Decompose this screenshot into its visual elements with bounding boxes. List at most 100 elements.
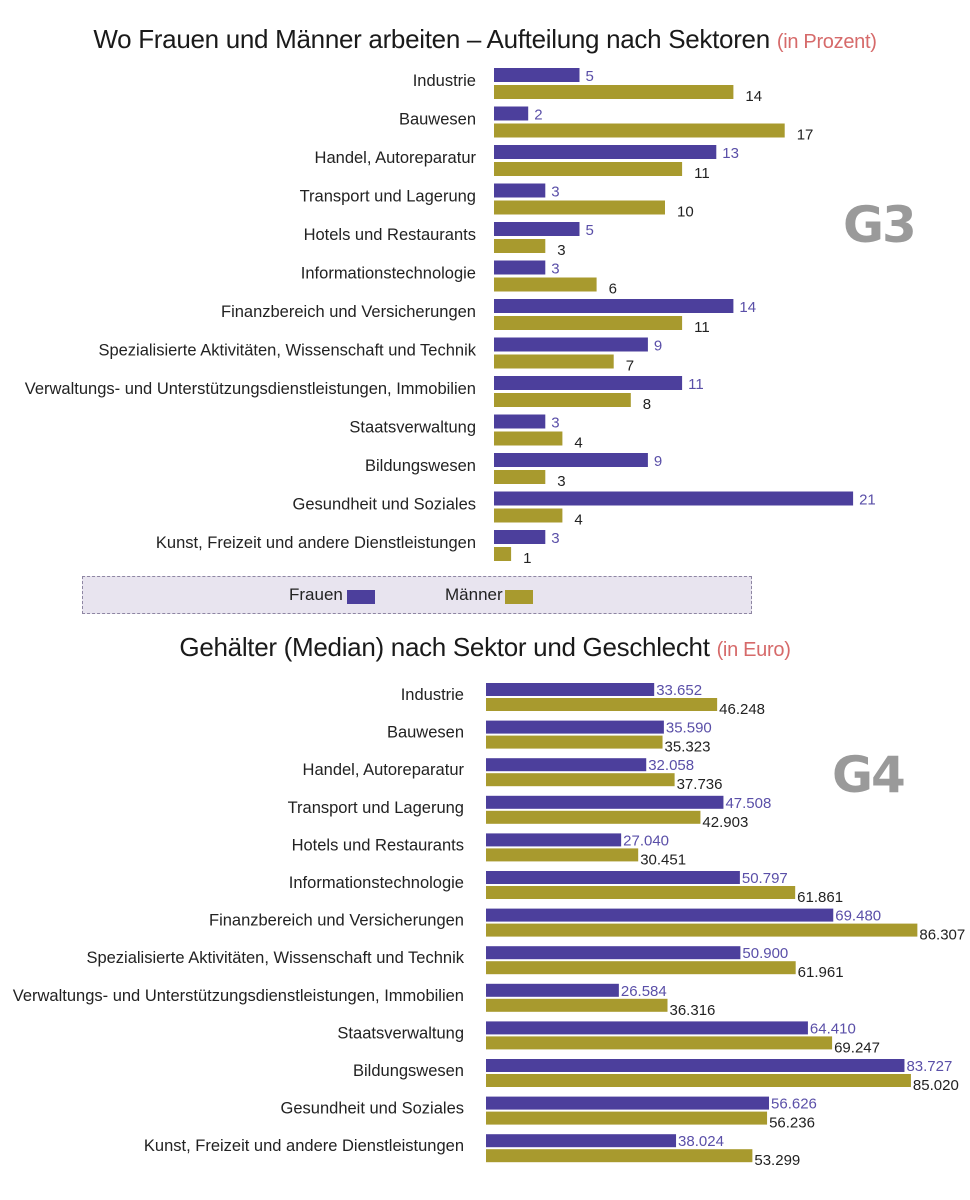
g4-bar-maenner	[486, 961, 796, 975]
g4-category-label: Bauwesen	[387, 724, 464, 742]
legend-frauen-swatch	[347, 590, 375, 604]
g4-value-maenner: 69.247	[834, 1039, 880, 1056]
g3-bar-maenner	[494, 431, 563, 446]
g3-value-frauen: 14	[739, 299, 756, 316]
g4-value-frauen: 33.652	[656, 682, 702, 699]
g4-bar-frauen	[486, 908, 834, 922]
g4-category-label: Bildungswesen	[353, 1062, 464, 1080]
g4-bar-maenner	[486, 923, 918, 937]
g4-bar-maenner	[486, 1036, 833, 1050]
g4-bar-maenner	[486, 698, 718, 711]
g3-value-maenner: 6	[609, 281, 617, 298]
g3-category-label: Bildungswesen	[365, 457, 476, 475]
g4-value-maenner: 85.020	[913, 1077, 959, 1094]
g4-value-frauen: 35.590	[666, 720, 712, 737]
g3-value-maenner: 3	[557, 473, 565, 490]
g4-bar-maenner	[486, 1074, 911, 1087]
g4-badge: G4	[832, 746, 906, 804]
g3-category-label: Informationstechnologie	[301, 265, 476, 283]
g3-value-maenner: 4	[574, 512, 582, 529]
g3-value-maenner: 8	[643, 396, 651, 413]
g4-value-frauen: 38.024	[678, 1133, 724, 1150]
g4-value-maenner: 61.961	[798, 964, 844, 981]
g3-value-maenner: 7	[626, 358, 634, 375]
g4-category-label: Gesundheit und Soziales	[281, 1100, 464, 1118]
legend-frauen-label: Frauen	[289, 585, 343, 604]
g4-bar-frauen	[486, 833, 622, 847]
g3-value-frauen: 3	[551, 415, 559, 432]
g4-value-frauen: 64.410	[810, 1020, 856, 1037]
g4-bar-frauen	[486, 1134, 677, 1148]
g3-category-label: Verwaltungs- und Unterstützungsdienstlei…	[25, 380, 476, 398]
g4-bar-maenner	[486, 886, 796, 899]
g4-value-maenner: 61.861	[797, 889, 843, 906]
g4-bar-frauen	[486, 983, 619, 997]
g4-bar-frauen	[486, 871, 740, 884]
g4-bar-frauen	[486, 683, 655, 696]
g3-value-frauen: 9	[654, 453, 662, 470]
g3-bar-maenner	[494, 393, 631, 407]
g4-title-text: Gehälter (Median) nach Sektor und Geschl…	[179, 632, 710, 662]
g3-value-maenner: 11	[694, 165, 710, 182]
g4-value-frauen: 27.040	[623, 832, 669, 849]
g3-category-label: Gesundheit und Soziales	[293, 496, 476, 514]
g3-badge: G3	[843, 196, 917, 254]
g4-value-frauen: 32.058	[648, 757, 694, 774]
g3-value-maenner: 4	[574, 435, 582, 452]
g4-category-label: Hotels und Restaurants	[292, 836, 464, 854]
g3-bar-maenner	[494, 85, 734, 99]
g4-category-label: Informationstechnologie	[289, 874, 464, 892]
g4-value-maenner: 37.736	[677, 776, 723, 793]
g3-value-frauen: 2	[534, 107, 542, 124]
g3-value-maenner: 11	[694, 319, 710, 336]
g3-bar-frauen	[494, 530, 546, 544]
g3-bar-frauen	[494, 145, 717, 159]
g3-value-frauen: 9	[654, 338, 662, 355]
g4-value-maenner: 53.299	[754, 1152, 800, 1169]
g4-category-label: Spezialisierte Aktivitäten, Wissenschaft…	[86, 949, 464, 967]
g4-bar-frauen	[486, 1096, 770, 1110]
g4-value-frauen: 26.584	[621, 983, 667, 1000]
g3-bar-maenner	[494, 123, 785, 138]
g3-bar-frauen	[494, 68, 580, 82]
g4-bar-frauen	[486, 758, 647, 772]
g3-value-frauen: 3	[551, 184, 559, 201]
g3-category-label: Finanzbereich und Versicherungen	[221, 303, 476, 321]
g3-bar-frauen	[494, 299, 734, 313]
g3-category-label: Staatsverwaltung	[349, 419, 476, 437]
g4-value-maenner: 46.248	[719, 701, 765, 718]
g4-bar-maenner	[486, 1149, 753, 1163]
g3-value-frauen: 13	[722, 145, 739, 162]
g4-bar-frauen	[486, 1059, 905, 1072]
g4-value-maenner: 30.451	[640, 851, 686, 868]
g4-bar-chart: Industrie 33.652 46.248 Bauwesen 35.590 35.32…	[13, 682, 966, 1169]
g4-bar-maenner	[486, 1111, 768, 1125]
g3-category-label: Spezialisierte Aktivitäten, Wissenschaft…	[98, 342, 476, 360]
g3-category-label: Bauwesen	[399, 111, 476, 129]
g3-category-label: Hotels und Restaurants	[304, 226, 476, 244]
g3-value-frauen: 21	[859, 492, 876, 509]
g3-bar-maenner	[494, 200, 665, 215]
g3-bar-frauen	[494, 376, 683, 390]
g4-category-label: Staatsverwaltung	[337, 1024, 464, 1042]
g4-value-maenner: 35.323	[665, 739, 711, 756]
g3-category-label: Kunst, Freizeit und andere Dienstleistun…	[156, 534, 476, 552]
g3-bar-maenner	[494, 316, 683, 330]
g3-category-label: Handel, Autoreparatur	[315, 149, 477, 167]
g3-bar-frauen	[494, 106, 529, 121]
g3-bar-frauen	[494, 183, 546, 198]
g3-value-frauen: 3	[551, 530, 559, 547]
g4-value-maenner: 86.307	[919, 927, 965, 944]
g4-bar-maenner	[486, 848, 639, 862]
g4-value-maenner: 36.316	[670, 1002, 716, 1019]
legend: Frauen Männer	[82, 576, 752, 614]
g4-bar-frauen	[486, 1021, 808, 1035]
g4-category-label: Verwaltungs- und Unterstützungsdienstlei…	[13, 987, 464, 1005]
g3-value-maenner: 3	[557, 242, 565, 259]
g3-bar-maenner	[494, 470, 546, 484]
g4-title: Gehälter (Median) nach Sektor und Geschl…	[0, 632, 970, 663]
g4-value-frauen: 50.797	[742, 870, 788, 887]
g4-category-label: Kunst, Freizeit und andere Dienstleistun…	[144, 1137, 464, 1155]
g3-bar-maenner	[494, 354, 614, 369]
